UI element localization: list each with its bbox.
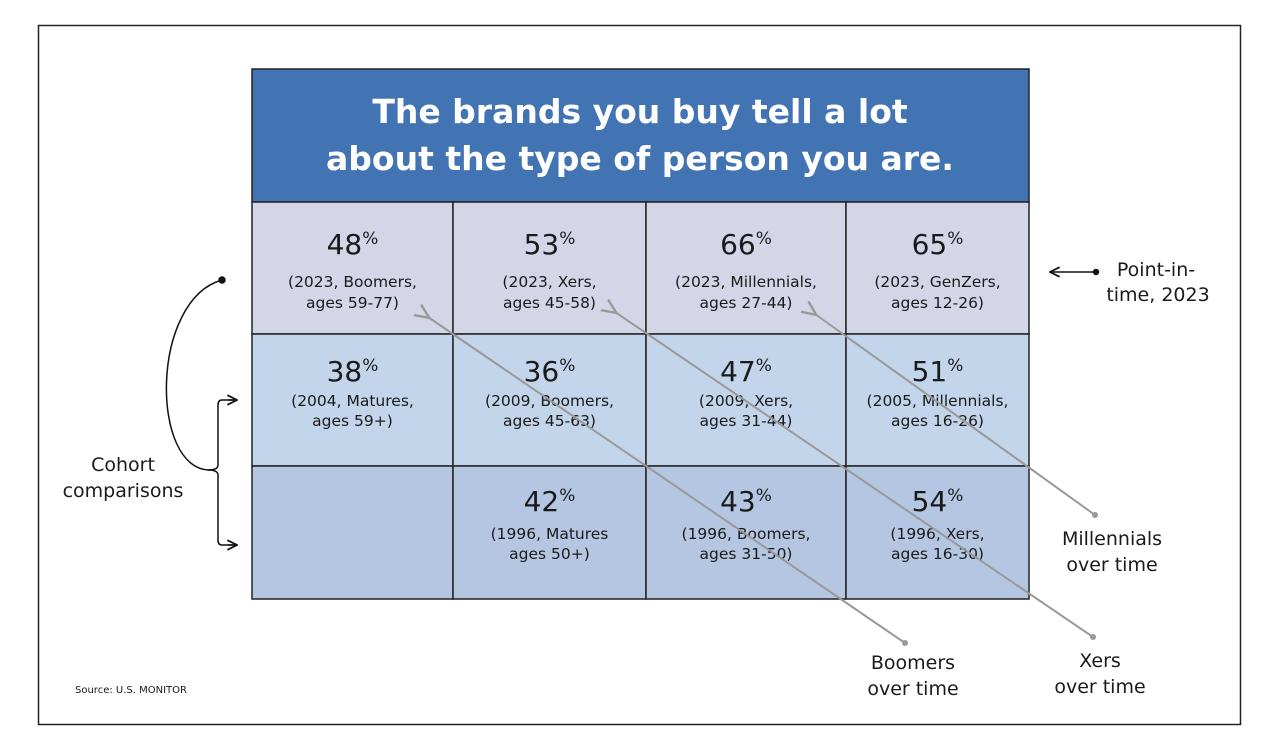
table: 48% (2023, Boomers, ages 59-77) 53% (2023, X…	[251, 201, 1030, 600]
cell-note: ages 31-44)	[700, 412, 793, 430]
value-unit: %	[559, 356, 575, 376]
cell	[251, 333, 454, 467]
annotation: time, 2023	[1106, 284, 1209, 306]
value-number: 38	[327, 355, 363, 388]
value-unit: %	[947, 486, 963, 506]
cell-note: ages 12-26)	[891, 294, 984, 312]
cell-note: (1996, Matures	[491, 525, 609, 543]
cell-note: ages 31-50)	[700, 545, 793, 563]
value-unit: %	[947, 229, 963, 249]
xers-arrow	[615, 312, 1094, 638]
annotation: over time	[1054, 676, 1145, 698]
dot	[218, 276, 226, 284]
cell-note: ages 16-26)	[891, 412, 984, 430]
cell-note: (2023, GenZers,	[874, 273, 1000, 291]
value-unit: %	[947, 356, 963, 376]
annotation: over time	[867, 678, 958, 700]
cell-note: ages 45-63)	[503, 412, 596, 430]
dot	[1090, 634, 1096, 640]
cell	[845, 465, 1030, 600]
cell	[251, 465, 454, 600]
cell-value: 54%	[912, 485, 964, 518]
annotation: Cohort	[91, 454, 155, 476]
value-number: 53	[524, 228, 560, 261]
cell-value: 43%	[720, 485, 772, 518]
source: Source: U.S. MONITOR	[75, 685, 187, 696]
cell-note: (2023, Millennials,	[675, 273, 817, 291]
annotation: over time	[1066, 554, 1157, 576]
value-number: 36	[524, 355, 560, 388]
cell-note: (1996, Xers,	[890, 525, 984, 543]
value-unit: %	[559, 229, 575, 249]
annotation: Xers	[1079, 650, 1121, 672]
millennials-arrow	[815, 314, 1096, 516]
cell	[251, 201, 454, 335]
value-number: 65	[912, 228, 948, 261]
dot	[902, 640, 908, 646]
cell	[845, 333, 1030, 467]
cell-value: 48%	[327, 228, 379, 261]
cell-value: 51%	[912, 355, 964, 388]
annotation: Point-in-	[1117, 259, 1195, 281]
value-unit: %	[362, 356, 378, 376]
cell-note: ages 27-44)	[700, 294, 793, 312]
header-box	[251, 68, 1030, 203]
cell-note: (2023, Xers,	[502, 273, 596, 291]
dot	[1092, 268, 1100, 276]
annotation: Boomers	[871, 652, 955, 674]
cell	[845, 201, 1030, 335]
cell-note: ages 59+)	[312, 412, 393, 430]
value-number: 51	[912, 355, 948, 388]
cell-value: 66%	[720, 228, 772, 261]
value-number: 66	[720, 228, 756, 261]
value-number: 48	[327, 228, 363, 261]
cell-note: ages 59-77)	[306, 294, 399, 312]
boomers-arrow	[428, 317, 906, 644]
value-number: 54	[912, 485, 948, 518]
cell-note: (2004, Matures,	[291, 392, 414, 410]
value-number: 47	[720, 355, 756, 388]
cell-value: 36%	[524, 355, 576, 388]
cell-value: 42%	[524, 485, 576, 518]
bracket	[207, 399, 237, 546]
value-unit: %	[756, 229, 772, 249]
frame	[37, 24, 1242, 726]
value-number: 43	[720, 485, 756, 518]
cell-value: 47%	[720, 355, 772, 388]
title-line: The brands you buy tell a lot	[372, 92, 908, 131]
black-arrows	[165, 268, 1100, 546]
value-unit: %	[756, 356, 772, 376]
curve	[165, 279, 223, 471]
value-number: 42	[524, 485, 560, 518]
cell-note: (2023, Boomers,	[288, 273, 417, 291]
value-unit: %	[756, 486, 772, 506]
arrows	[428, 312, 1098, 646]
value-unit: %	[559, 486, 575, 506]
cell	[452, 465, 647, 600]
cell-value: 38%	[327, 355, 379, 388]
cell-value: 65%	[912, 228, 964, 261]
cell-note: ages 45-58)	[503, 294, 596, 312]
annotation: Millennials	[1062, 528, 1162, 550]
title-line: about the type of person you are.	[326, 139, 954, 178]
cell-note: ages 16-30)	[891, 545, 984, 563]
dot	[1092, 512, 1098, 518]
cell-value: 53%	[524, 228, 576, 261]
cell-note: ages 50+)	[509, 545, 590, 563]
annotation: comparisons	[63, 480, 184, 502]
value-unit: %	[362, 229, 378, 249]
